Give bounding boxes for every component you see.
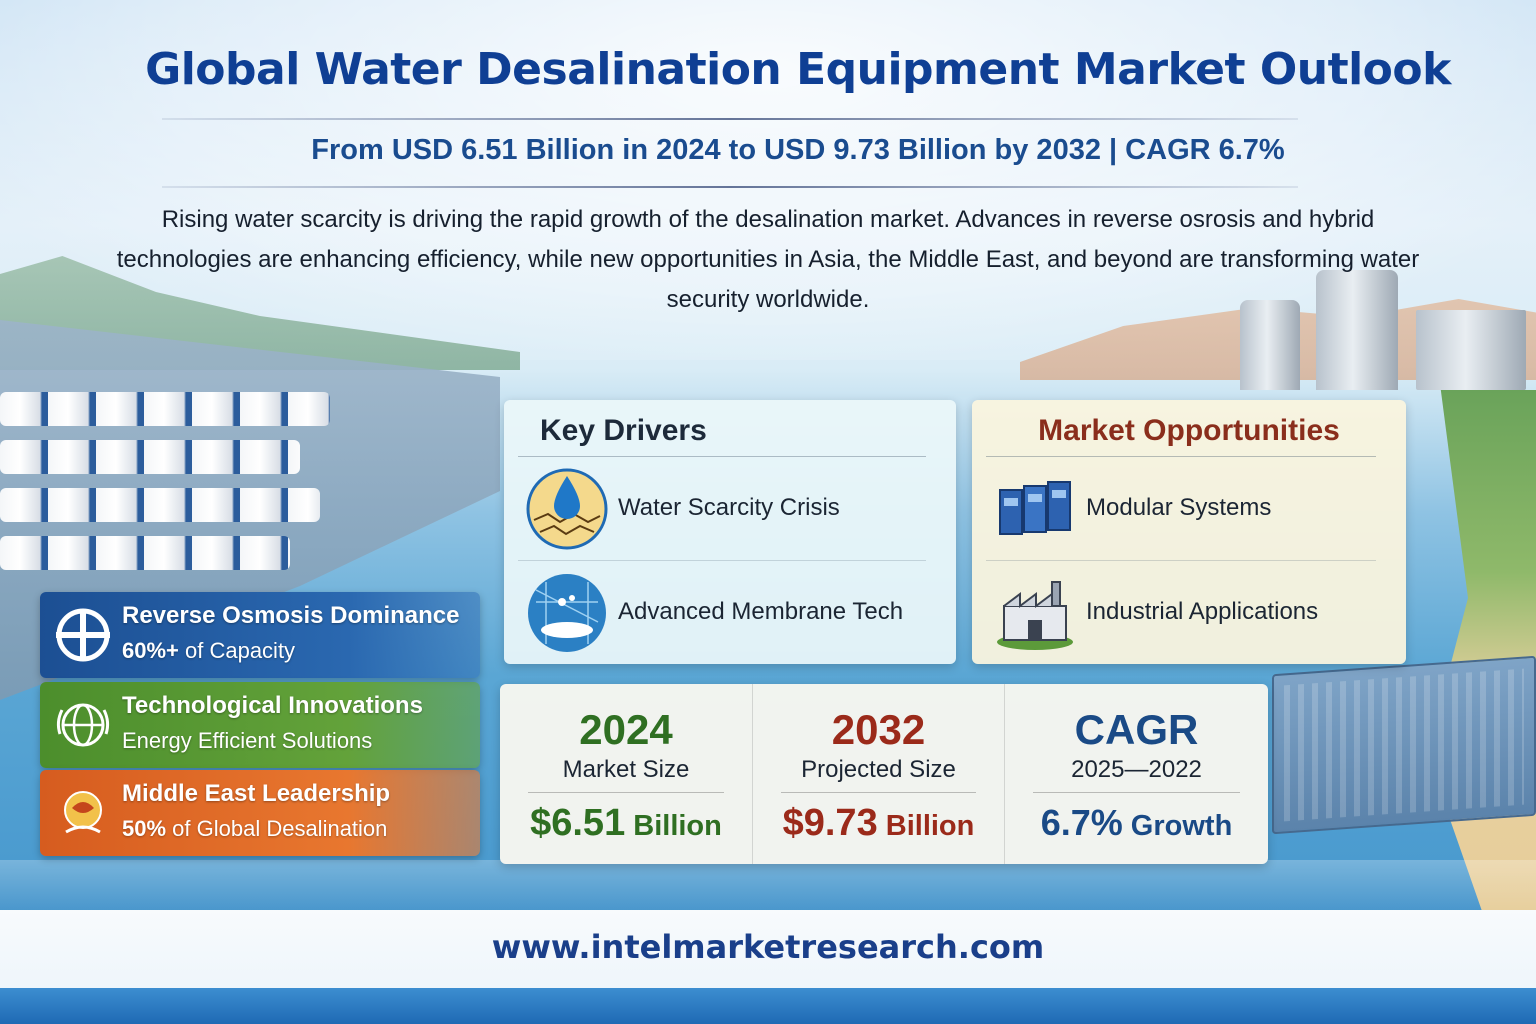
stat-divider xyxy=(1033,792,1240,793)
intro-paragraph: Rising water scarcity is driving the rap… xyxy=(116,206,1420,313)
opportunity-label: Industrial Applications xyxy=(1086,598,1319,625)
driver-label: Advanced Membrane Tech xyxy=(618,598,904,625)
stat-heading: 2032 xyxy=(831,706,926,753)
badge-title: Reverse Osmosis Dominance xyxy=(122,602,460,629)
stat-2024: 2024 Market Size $6.51 Billion xyxy=(500,684,752,864)
industrial-plant-image xyxy=(1220,250,1536,390)
panel-title: Market Opportunities xyxy=(1038,414,1340,447)
stat-subheading: 2025—2022 xyxy=(1071,756,1202,783)
website-link[interactable]: www.intelmarketresearch.com xyxy=(491,928,1045,966)
stat-divider xyxy=(528,792,724,793)
membrane-icon xyxy=(528,574,606,652)
membrane-tubes-row xyxy=(0,392,330,426)
page-title: Global Water Desalination Equipment Mark… xyxy=(145,44,1451,95)
subtitle-divider xyxy=(162,186,1298,188)
stat-subheading: Projected Size xyxy=(801,756,956,783)
shoreline-image xyxy=(1427,390,1536,910)
badge-reverse-osmosis: Reverse Osmosis Dominance 60%+ of Capaci… xyxy=(40,592,480,678)
modular-units-icon xyxy=(999,481,1071,535)
stat-heading: 2024 xyxy=(579,706,673,753)
market-stats-panel: 2024 Market Size $6.51 Billion 2032 Proj… xyxy=(500,684,1268,864)
water-drop-cracked-earth-icon xyxy=(526,468,608,550)
panel-divider xyxy=(986,456,1376,457)
factory-icon xyxy=(997,581,1073,650)
badge-subtitle: 50% of Global Desalination xyxy=(122,816,388,841)
membrane-tubes-row xyxy=(0,536,290,570)
panel-title: Key Drivers xyxy=(540,414,707,447)
stat-value: $9.73 Billion xyxy=(782,802,975,844)
panel-divider xyxy=(518,456,926,457)
ro-symbol-icon xyxy=(56,608,110,662)
opportunity-label: Modular Systems xyxy=(1086,494,1272,521)
opportunity-item: Modular Systems xyxy=(994,468,1394,550)
emblem-icon xyxy=(64,791,102,834)
badge-middle-east-leadership: Middle East Leadership 50% of Global Des… xyxy=(40,770,480,856)
badge-technological-innovations: Technological Innovations Energy Efficie… xyxy=(40,682,480,768)
panel-divider xyxy=(986,560,1376,561)
container-unit-image xyxy=(1272,655,1536,835)
market-opportunities-panel: Market Opportunities Modular Systems Ind… xyxy=(972,400,1406,664)
stat-heading: CAGR xyxy=(1074,706,1199,753)
page-subtitle: From USD 6.51 Billion in 2024 to USD 9.7… xyxy=(311,134,1285,166)
membrane-tubes-row xyxy=(0,488,320,522)
water-strip xyxy=(0,988,1536,1024)
stat-2032: 2032 Projected Size $9.73 Billion xyxy=(752,684,1004,864)
stat-subheading: Market Size xyxy=(562,756,690,783)
title-divider xyxy=(162,118,1298,120)
stat-value: $6.51 Billion xyxy=(530,802,722,844)
stat-cagr: CAGR 2025—2022 6.7% Growth xyxy=(1004,684,1268,864)
panel-divider xyxy=(518,560,926,561)
driver-item: Advanced Membrane Tech xyxy=(526,572,926,654)
footer-band xyxy=(0,910,1536,988)
driver-item: Water Scarcity Crisis xyxy=(526,468,926,550)
globe-icon xyxy=(56,703,110,747)
badge-title: Technological Innovations xyxy=(122,692,423,719)
membrane-tubes-row xyxy=(0,440,300,474)
badge-subtitle: 60%+ of Capacity xyxy=(122,638,296,663)
driver-label: Water Scarcity Crisis xyxy=(618,494,840,521)
opportunity-item: Industrial Applications xyxy=(994,572,1394,654)
badge-subtitle: Energy Efficient Solutions xyxy=(122,728,373,753)
stat-divider xyxy=(781,792,976,793)
stat-value: 6.7% Growth xyxy=(1040,802,1233,843)
key-drivers-panel: Key Drivers Water Scarcity Crisis Advanc… xyxy=(504,400,956,664)
badge-title: Middle East Leadership xyxy=(122,780,391,807)
